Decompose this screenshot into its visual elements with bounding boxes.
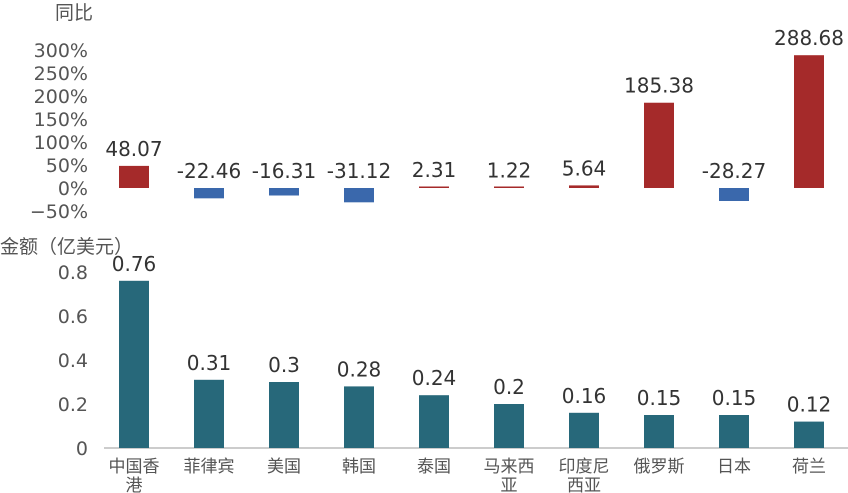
yoy-bar	[119, 165, 149, 188]
yoy-bars	[119, 55, 824, 203]
category-label: 俄罗斯	[634, 457, 685, 477]
yoy-tick-label: 150%	[34, 109, 88, 131]
yoy-axis-title: 同比	[55, 2, 93, 24]
category-label: 美国	[267, 457, 301, 477]
amount-bar	[719, 415, 749, 448]
yoy-tick-label: 0%	[58, 178, 88, 200]
amount-axis-title: 金额（亿美元）	[0, 236, 133, 258]
yoy-data-label: 1.22	[487, 158, 532, 182]
category-label: 韩国	[342, 457, 376, 477]
amount-tick-label: 0.8	[58, 262, 88, 284]
yoy-tick-label: 50%	[46, 155, 88, 177]
amount-bar	[119, 280, 149, 448]
yoy-data-label: -31.12	[327, 159, 391, 183]
category-label: 泰国	[417, 457, 451, 477]
amount-bar	[794, 421, 824, 448]
amount-bar	[494, 404, 524, 448]
yoy-bar	[269, 188, 299, 196]
yoy-data-labels: 48.07 -22.46 -16.31 -31.12 2.31 1.22 5.64 185.3…	[105, 26, 844, 183]
yoy-bar	[794, 55, 824, 188]
yoy-data-label: -28.27	[702, 159, 766, 183]
amount-data-label: 0.16	[562, 384, 607, 408]
yoy-tick-label: 200%	[34, 86, 88, 108]
yoy-bar	[719, 188, 749, 202]
yoy-bar	[419, 186, 449, 188]
category-label: 印度尼	[559, 457, 610, 477]
category-label: 日本	[717, 457, 751, 477]
yoy-data-label: 48.07	[105, 137, 162, 161]
amount-bar	[569, 412, 599, 448]
yoy-tick-label: 100%	[34, 132, 88, 154]
yoy-data-label: -16.31	[252, 159, 316, 183]
amount-bar	[194, 379, 224, 448]
yoy-bar	[644, 102, 674, 188]
category-label: 马来西	[484, 457, 535, 477]
yoy-bar	[494, 186, 524, 188]
amount-tick-label: 0.6	[58, 306, 88, 328]
amount-data-label: 0.15	[637, 386, 682, 410]
amount-tick-label: 0	[76, 438, 88, 460]
category-label: 西亚	[567, 476, 601, 493]
yoy-data-label: -22.46	[177, 159, 241, 183]
amount-data-label: 0.3	[268, 353, 300, 377]
amount-data-label: 0.28	[337, 357, 382, 381]
amount-data-label: 0.31	[187, 351, 232, 375]
category-label: 荷兰	[792, 457, 826, 477]
amount-data-label: 0.24	[412, 366, 457, 390]
amount-data-label: 0.76	[112, 252, 157, 276]
amount-data-label: 0.15	[712, 386, 757, 410]
yoy-data-label: 5.64	[562, 156, 607, 180]
amount-bar	[344, 386, 374, 448]
category-label: 中国香	[109, 457, 160, 477]
category-label: 菲律宾	[184, 457, 235, 477]
amount-bar	[419, 395, 449, 448]
yoy-bar	[194, 188, 224, 199]
yoy-bar	[569, 185, 599, 188]
amount-data-label: 0.2	[493, 375, 525, 399]
yoy-bar	[344, 188, 374, 203]
yoy-data-label: 185.38	[624, 74, 694, 98]
amount-tick-label: 0.2	[58, 394, 88, 416]
yoy-data-label: 2.31	[412, 158, 457, 182]
yoy-tick-label: 250%	[34, 63, 88, 85]
amount-bar	[269, 382, 299, 448]
amount-tick-labels: 0.8 0.6 0.4 0.2 0	[58, 262, 88, 460]
category-label: 港	[126, 476, 143, 493]
amount-data-label: 0.12	[787, 393, 832, 417]
yoy-tick-label: −50%	[30, 201, 88, 223]
amount-bars	[119, 280, 824, 448]
category-label: 亚	[501, 476, 518, 493]
yoy-tick-labels: 300%250%200%150%100%50%0%−50%	[30, 40, 88, 223]
yoy-data-label: 288.68	[774, 26, 844, 50]
amount-bar	[644, 415, 674, 448]
amount-data-labels: 0.76 0.31 0.3 0.28 0.24 0.2 0.16 0.15 0.15 0.12	[112, 252, 832, 417]
yoy-tick-label: 300%	[34, 40, 88, 62]
amount-tick-label: 0.4	[58, 350, 88, 372]
yoy-panel: 同比 300%250%200%150%100%50%0%−50% 48.07 -2…	[30, 2, 844, 223]
amount-panel: 金额（亿美元） 0.8 0.6 0.4 0.2 0 0.76 0.31 0.3 0.28 0.2…	[0, 236, 848, 493]
